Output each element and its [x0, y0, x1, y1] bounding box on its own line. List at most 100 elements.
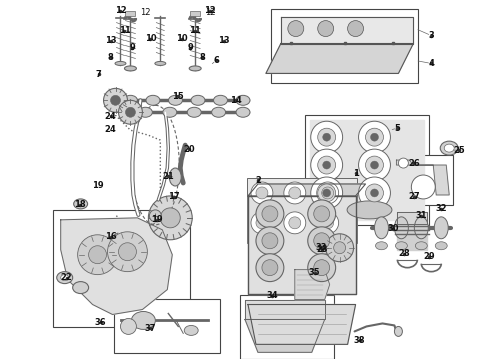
- Bar: [190, 11, 200, 15]
- Text: 35: 35: [309, 268, 320, 277]
- Circle shape: [149, 210, 161, 222]
- Text: 24: 24: [105, 125, 117, 134]
- Ellipse shape: [394, 217, 408, 239]
- Text: 17: 17: [169, 193, 180, 202]
- Text: 5: 5: [394, 124, 400, 133]
- Text: 32: 32: [436, 204, 447, 213]
- Circle shape: [160, 208, 180, 228]
- Circle shape: [323, 161, 331, 169]
- Text: 21: 21: [162, 171, 174, 180]
- Ellipse shape: [169, 95, 182, 105]
- Wedge shape: [195, 19, 201, 22]
- Circle shape: [77, 235, 118, 275]
- Text: 31: 31: [416, 211, 427, 220]
- Ellipse shape: [375, 242, 388, 250]
- Bar: [247, 178, 357, 243]
- Circle shape: [366, 128, 384, 146]
- Text: 13: 13: [218, 36, 230, 45]
- Ellipse shape: [73, 282, 89, 293]
- Text: 8: 8: [199, 53, 205, 62]
- Text: 2: 2: [255, 176, 261, 185]
- Bar: [305, 115, 429, 225]
- Ellipse shape: [138, 107, 152, 117]
- Circle shape: [323, 133, 331, 141]
- Circle shape: [119, 243, 136, 261]
- Ellipse shape: [74, 199, 88, 209]
- Ellipse shape: [155, 62, 166, 66]
- Circle shape: [318, 21, 334, 37]
- Text: 10: 10: [145, 34, 156, 43]
- Text: 24: 24: [105, 112, 117, 121]
- Ellipse shape: [115, 62, 126, 66]
- Ellipse shape: [395, 242, 407, 250]
- Circle shape: [107, 232, 147, 272]
- Text: 9: 9: [129, 43, 135, 52]
- Text: 38: 38: [354, 336, 366, 345]
- Text: 13: 13: [105, 36, 116, 45]
- Text: 25: 25: [453, 145, 465, 154]
- Text: 22: 22: [61, 273, 73, 282]
- Circle shape: [308, 227, 336, 255]
- Text: 27: 27: [409, 193, 420, 202]
- Text: 34: 34: [266, 291, 278, 300]
- Ellipse shape: [146, 95, 160, 105]
- Circle shape: [308, 200, 336, 228]
- Ellipse shape: [236, 107, 250, 117]
- Text: 16: 16: [105, 232, 117, 241]
- Ellipse shape: [191, 95, 205, 105]
- Circle shape: [314, 260, 330, 276]
- Ellipse shape: [189, 66, 201, 71]
- Polygon shape: [310, 120, 424, 220]
- Circle shape: [308, 254, 336, 282]
- Circle shape: [284, 212, 306, 234]
- Text: 12: 12: [204, 6, 216, 15]
- Wedge shape: [130, 19, 136, 22]
- Polygon shape: [266, 44, 414, 73]
- Text: 28: 28: [398, 249, 410, 258]
- Circle shape: [89, 246, 106, 264]
- Text: 11: 11: [189, 26, 201, 35]
- Circle shape: [318, 184, 336, 202]
- Ellipse shape: [187, 107, 201, 117]
- Text: 3: 3: [428, 31, 434, 40]
- Ellipse shape: [440, 141, 458, 155]
- Circle shape: [359, 149, 391, 181]
- Circle shape: [359, 121, 391, 153]
- Text: 12: 12: [141, 8, 151, 17]
- Text: 19: 19: [151, 215, 163, 224]
- Circle shape: [251, 212, 273, 234]
- Ellipse shape: [212, 107, 225, 117]
- Text: 7: 7: [96, 70, 101, 79]
- Polygon shape: [397, 212, 427, 224]
- Circle shape: [370, 161, 378, 169]
- Ellipse shape: [214, 95, 227, 105]
- Polygon shape: [248, 196, 356, 293]
- Circle shape: [322, 217, 334, 229]
- Text: 30: 30: [388, 224, 399, 233]
- Circle shape: [121, 319, 136, 334]
- Text: 37: 37: [145, 324, 156, 333]
- Text: 14: 14: [230, 96, 242, 105]
- Circle shape: [311, 149, 343, 181]
- Ellipse shape: [394, 327, 402, 336]
- Polygon shape: [396, 160, 449, 195]
- Ellipse shape: [416, 242, 427, 250]
- Ellipse shape: [415, 217, 428, 239]
- Circle shape: [262, 206, 278, 222]
- Wedge shape: [124, 15, 130, 19]
- Text: 11: 11: [119, 26, 130, 35]
- Circle shape: [256, 254, 284, 282]
- Circle shape: [256, 227, 284, 255]
- Text: 6: 6: [213, 56, 219, 65]
- Circle shape: [322, 187, 334, 199]
- Bar: [53, 210, 190, 328]
- Text: 19: 19: [92, 181, 103, 190]
- Text: 12: 12: [115, 6, 126, 15]
- Circle shape: [256, 187, 268, 199]
- Text: 29: 29: [423, 252, 435, 261]
- Circle shape: [262, 233, 278, 249]
- Text: 33: 33: [316, 243, 327, 252]
- Text: 23: 23: [316, 245, 327, 254]
- Polygon shape: [248, 305, 356, 345]
- Circle shape: [311, 121, 343, 153]
